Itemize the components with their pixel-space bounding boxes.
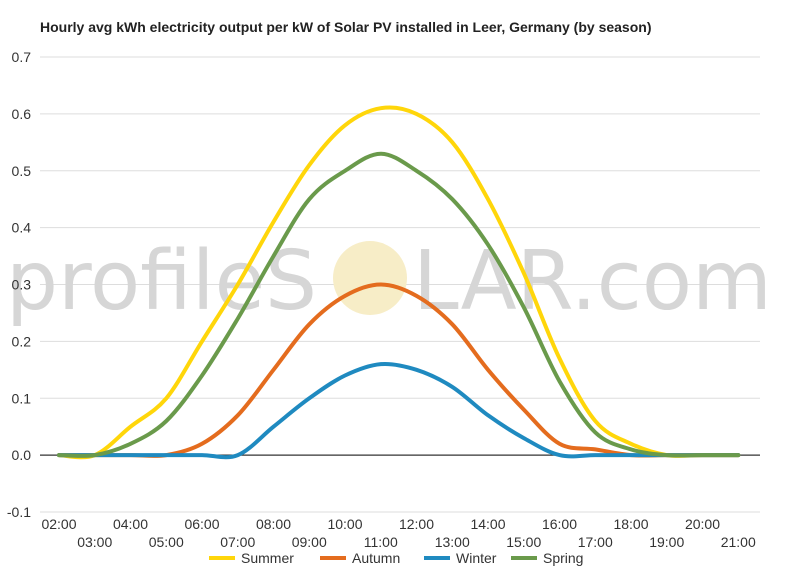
y-tick-label: 0.4 [12, 220, 32, 236]
y-tick-label: 0.5 [12, 163, 32, 179]
legend-label: Summer [241, 550, 294, 566]
x-tick-label: 14:00 [470, 516, 505, 532]
legend: Summer Autumn Winter Spring [209, 550, 583, 566]
x-tick-label: 12:00 [399, 516, 434, 532]
x-tick-label: 05:00 [149, 534, 184, 550]
watermark-sun-icon [333, 241, 407, 315]
series-line-summer [57, 105, 741, 460]
x-tick-label: 03:00 [77, 534, 112, 550]
y-tick-label: 0.2 [12, 333, 32, 349]
axis-layer: -0.1 0.0 0.1 0.2 0.3 0.4 0.5 0.6 0.7 02:0003:0004… [7, 49, 756, 550]
x-tick-label: 13:00 [435, 534, 470, 550]
x-tick-label: 20:00 [685, 516, 720, 532]
y-tick-label: 0.1 [12, 390, 32, 406]
watermark-text-left: profileS [6, 234, 317, 329]
x-tick-label: 17:00 [578, 534, 613, 550]
x-tick-label: 16:00 [542, 516, 577, 532]
watermark-text-right: LAR.com [413, 234, 772, 329]
x-tick-label: 15:00 [506, 534, 541, 550]
series-line-spring [57, 151, 741, 458]
series-line-winter [57, 361, 741, 460]
y-tick-label: 0.0 [12, 447, 32, 463]
y-tick-label: 0.6 [12, 106, 32, 122]
x-tick-label: 10:00 [327, 516, 362, 532]
x-tick-label: 04:00 [113, 516, 148, 532]
chart-title: Hourly avg kWh electricity output per kW… [40, 19, 652, 35]
y-tick-label: -0.1 [7, 504, 31, 520]
series-layer [57, 105, 741, 460]
legend-label: Winter [456, 550, 497, 566]
y-tick-label: 0.7 [12, 49, 32, 65]
y-tick-label: 0.3 [12, 277, 32, 293]
x-tick-label: 11:00 [364, 534, 398, 550]
x-tick-label: 09:00 [292, 534, 327, 550]
legend-label: Autumn [352, 550, 400, 566]
legend-label: Spring [543, 550, 583, 566]
x-tick-label: 08:00 [256, 516, 291, 532]
x-tick-label: 06:00 [184, 516, 219, 532]
x-tick-label: 07:00 [220, 534, 255, 550]
watermark-layer: profileS LAR.com [6, 234, 772, 329]
x-tick-label: 19:00 [649, 534, 684, 550]
x-tick-label: 02:00 [41, 516, 76, 532]
x-tick-label: 21:00 [721, 534, 756, 550]
x-tick-label: 18:00 [613, 516, 648, 532]
